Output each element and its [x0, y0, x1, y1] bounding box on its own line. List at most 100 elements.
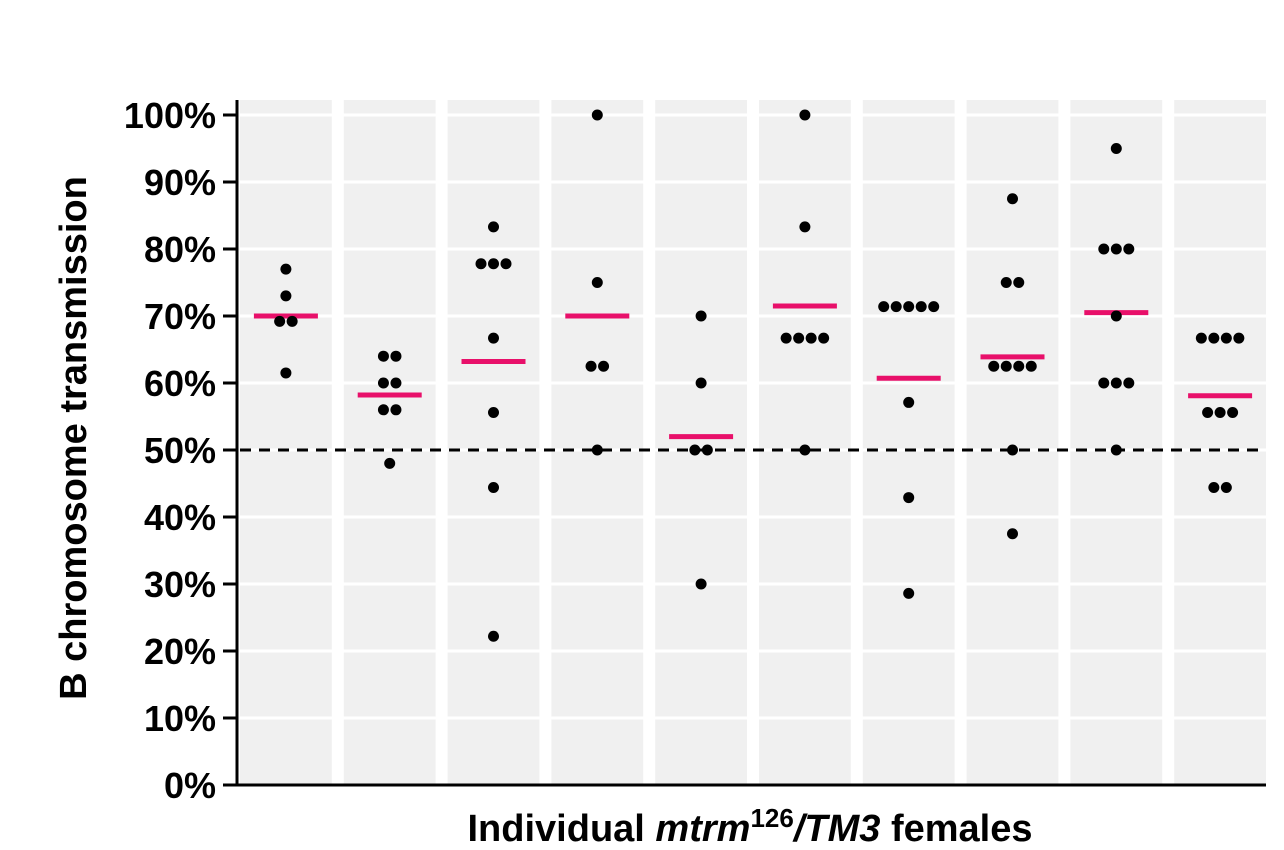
data-point-g8-9 [1007, 528, 1018, 540]
group-panel-1 [240, 100, 332, 785]
data-point-g8-7 [1025, 360, 1037, 372]
data-point-g10-8 [1208, 482, 1220, 494]
y-tick-label-0: 0% [164, 765, 216, 806]
data-point-g10-5 [1202, 406, 1214, 418]
data-point-g2-1 [377, 350, 389, 362]
x-axis-title-suffix: females [880, 808, 1032, 850]
group-panel-8 [966, 100, 1059, 785]
y-tick-label-10: 10% [144, 698, 216, 739]
group-panel-9 [1070, 100, 1163, 785]
data-point-g5-1 [695, 310, 707, 322]
data-point-g3-6 [488, 406, 499, 418]
data-point-g4-3 [585, 360, 597, 372]
data-point-g9-9 [1110, 444, 1122, 456]
y-tick-label-90: 90% [144, 162, 216, 203]
data-point-g7-5 [928, 301, 940, 313]
y-tick-label-100: 100% [124, 95, 216, 136]
data-point-g8-1 [1007, 193, 1018, 205]
data-point-g9-7 [1110, 377, 1122, 389]
data-point-g7-8 [903, 587, 915, 599]
data-point-g1-4 [286, 315, 298, 327]
data-point-g7-4 [915, 301, 927, 313]
data-point-g10-2 [1208, 332, 1220, 344]
data-point-g1-5 [280, 367, 292, 379]
y-tick-label-70: 70% [144, 296, 216, 337]
data-point-g2-6 [390, 404, 402, 416]
data-point-g3-5 [488, 332, 499, 344]
data-point-g1-2 [280, 290, 292, 302]
data-point-g7-1 [878, 301, 890, 313]
data-point-g4-4 [598, 360, 610, 372]
data-point-g10-1 [1195, 332, 1207, 344]
data-point-g2-5 [377, 404, 389, 416]
data-point-g8-6 [1013, 360, 1025, 372]
data-point-g7-3 [903, 301, 915, 313]
group-panel-5 [655, 100, 747, 785]
data-point-g9-1 [1110, 143, 1122, 154]
data-point-g6-7 [799, 444, 811, 456]
data-point-g5-4 [701, 444, 713, 456]
y-tick-label-60: 60% [144, 363, 216, 404]
y-axis-title: B chromosome transmission [53, 176, 95, 700]
data-point-g7-2 [890, 301, 902, 313]
x-axis-title: Individual mtrm126/TM3 females [468, 803, 1033, 850]
data-point-g6-2 [799, 221, 811, 233]
data-point-g8-8 [1007, 444, 1018, 456]
group-panel-7 [862, 100, 955, 785]
data-point-g6-3 [780, 332, 792, 344]
y-tick-label-20: 20% [144, 631, 216, 672]
data-point-g6-1 [799, 109, 811, 121]
group-means [253, 303, 1253, 440]
data-point-g2-2 [390, 350, 402, 362]
y-tick-label-30: 30% [144, 564, 216, 605]
data-point-g8-3 [1013, 277, 1025, 288]
data-point-g10-9 [1220, 482, 1232, 494]
gridlines [240, 113, 1266, 720]
data-point-g3-8 [488, 630, 499, 642]
data-point-g9-2 [1098, 243, 1110, 255]
data-point-g2-3 [377, 377, 389, 389]
data-point-g3-2 [475, 258, 487, 270]
y-tick-label-40: 40% [144, 497, 216, 538]
data-point-g7-7 [903, 492, 915, 504]
data-point-g4-1 [591, 109, 603, 121]
data-point-g10-7 [1227, 406, 1239, 418]
data-point-g9-8 [1123, 377, 1135, 389]
data-point-g8-5 [1000, 360, 1012, 372]
group-panel-6 [759, 100, 851, 785]
data-point-g2-4 [390, 377, 402, 389]
data-point-g8-4 [988, 360, 1000, 372]
group-panel-2 [343, 100, 436, 785]
group-panels [240, 100, 1266, 785]
data-point-g5-2 [695, 377, 707, 389]
data-point-g3-1 [488, 221, 499, 233]
group-panel-3 [447, 100, 540, 785]
data-point-g9-3 [1110, 243, 1122, 255]
data-point-g6-5 [805, 332, 817, 344]
group-panel-10 [1174, 100, 1266, 785]
data-point-g4-5 [591, 444, 603, 456]
x-axis-title-superscript: 126 [750, 803, 793, 833]
data-point-g3-4 [500, 258, 512, 270]
data-point-g9-4 [1123, 243, 1135, 255]
y-tick-label-50: 50% [144, 430, 216, 471]
data-point-g10-3 [1220, 332, 1232, 344]
data-point-g6-6 [818, 332, 830, 344]
data-point-g9-5 [1110, 310, 1122, 322]
data-point-g4-2 [591, 277, 603, 288]
data-point-g3-3 [488, 258, 499, 270]
data-points [274, 109, 1245, 642]
data-point-g9-6 [1098, 377, 1110, 389]
data-point-g7-6 [903, 396, 915, 408]
data-point-g6-4 [793, 332, 805, 344]
data-point-g5-3 [689, 444, 701, 456]
group-panel-4 [551, 100, 644, 785]
data-point-g3-7 [488, 482, 499, 494]
data-point-g10-4 [1233, 332, 1245, 344]
y-tick-labels: 0% 10% 20% 30% 40% 50% 60% 70% 80% 90% 100% [124, 95, 216, 806]
data-point-g1-1 [280, 263, 292, 275]
x-axis-title-balancer: /TM3 [792, 808, 881, 850]
x-axis-title-prefix: Individual [468, 808, 656, 850]
data-point-g10-6 [1214, 406, 1226, 418]
